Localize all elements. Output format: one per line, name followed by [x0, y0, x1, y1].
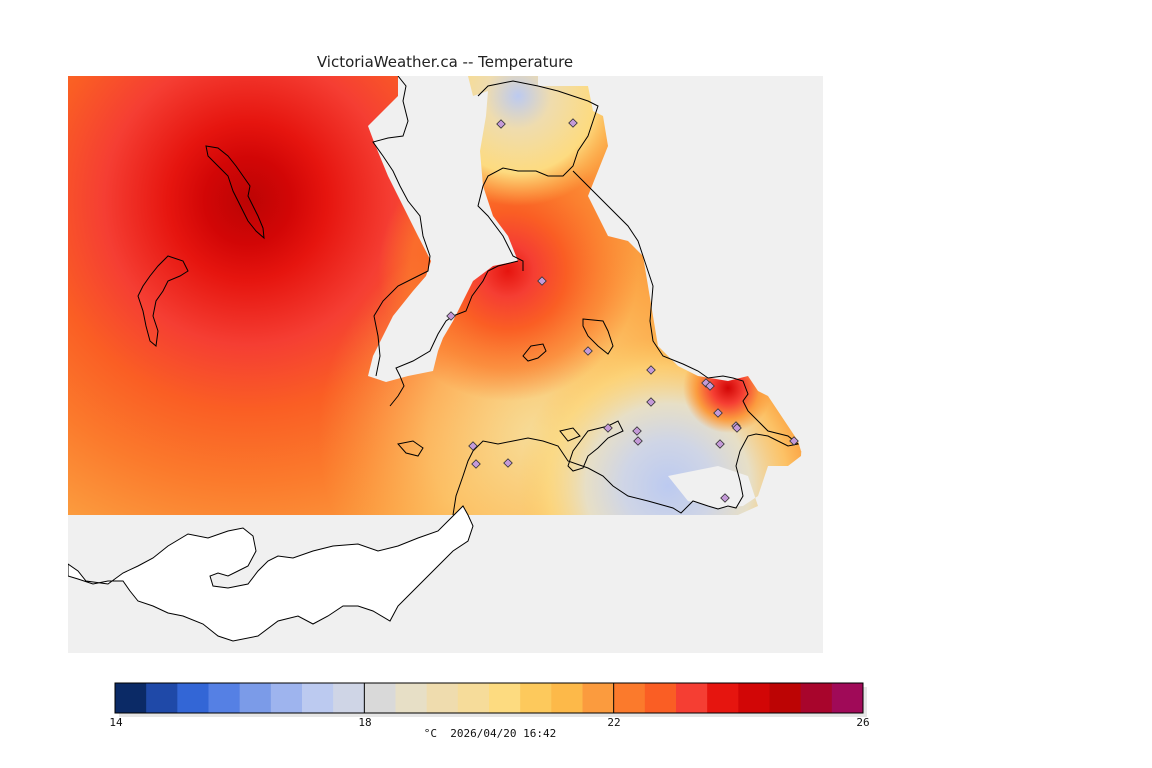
legend-tick-22: 22 [607, 716, 621, 729]
legend-cell [582, 683, 615, 713]
station-marker [568, 118, 578, 128]
station-marker [732, 423, 742, 433]
legend-cell [489, 683, 521, 713]
station-marker [715, 439, 725, 449]
station-marker [720, 493, 730, 503]
station-markers [446, 118, 799, 503]
station-marker [789, 436, 799, 446]
legend-cell [395, 683, 428, 713]
legend-tick-26: 26 [856, 716, 870, 729]
station-marker [583, 346, 593, 356]
station-marker [713, 408, 723, 418]
legend-cell [146, 683, 178, 713]
legend-cell [270, 683, 303, 713]
legend-caption: °C 2026/04/20 16:42 [423, 727, 557, 740]
legend-cell [738, 683, 770, 713]
legend-cell [177, 683, 209, 713]
legend-cell [831, 683, 864, 713]
station-marker [646, 397, 656, 407]
legend-cell [613, 683, 646, 713]
land-outline [68, 505, 474, 642]
station-marker [537, 276, 547, 286]
station-marker [503, 458, 513, 468]
legend-cell [520, 683, 552, 713]
station-marker [496, 119, 506, 129]
station-marker [446, 311, 456, 321]
station-marker [705, 381, 715, 391]
legend-cell [364, 683, 396, 713]
legend-cells [115, 683, 867, 717]
color-legend [114, 682, 867, 717]
legend-cell [333, 683, 365, 713]
legend-tick-14: 14 [109, 716, 123, 729]
water-areas [368, 76, 823, 515]
legend-cell [644, 683, 677, 713]
legend-cell [676, 683, 708, 713]
legend-cell [302, 683, 334, 713]
station-marker [633, 436, 643, 446]
legend-cell [426, 683, 459, 713]
station-marker [603, 423, 613, 433]
station-marker [646, 365, 656, 375]
legend-cell [115, 683, 147, 713]
coastlines [137, 76, 800, 516]
legend-cell [239, 683, 272, 713]
legend-cell [769, 683, 802, 713]
station-marker [632, 426, 642, 436]
legend-cell [707, 683, 739, 713]
station-marker [471, 459, 481, 469]
legend-cell [208, 683, 241, 713]
temperature-map [68, 76, 823, 653]
legend-cell [800, 683, 833, 713]
legend-tick-18: 18 [358, 716, 372, 729]
station-marker [468, 441, 478, 451]
legend-cell [457, 683, 490, 713]
legend-cell [551, 683, 583, 713]
map-title: VictoriaWeather.ca -- Temperature [316, 53, 574, 71]
